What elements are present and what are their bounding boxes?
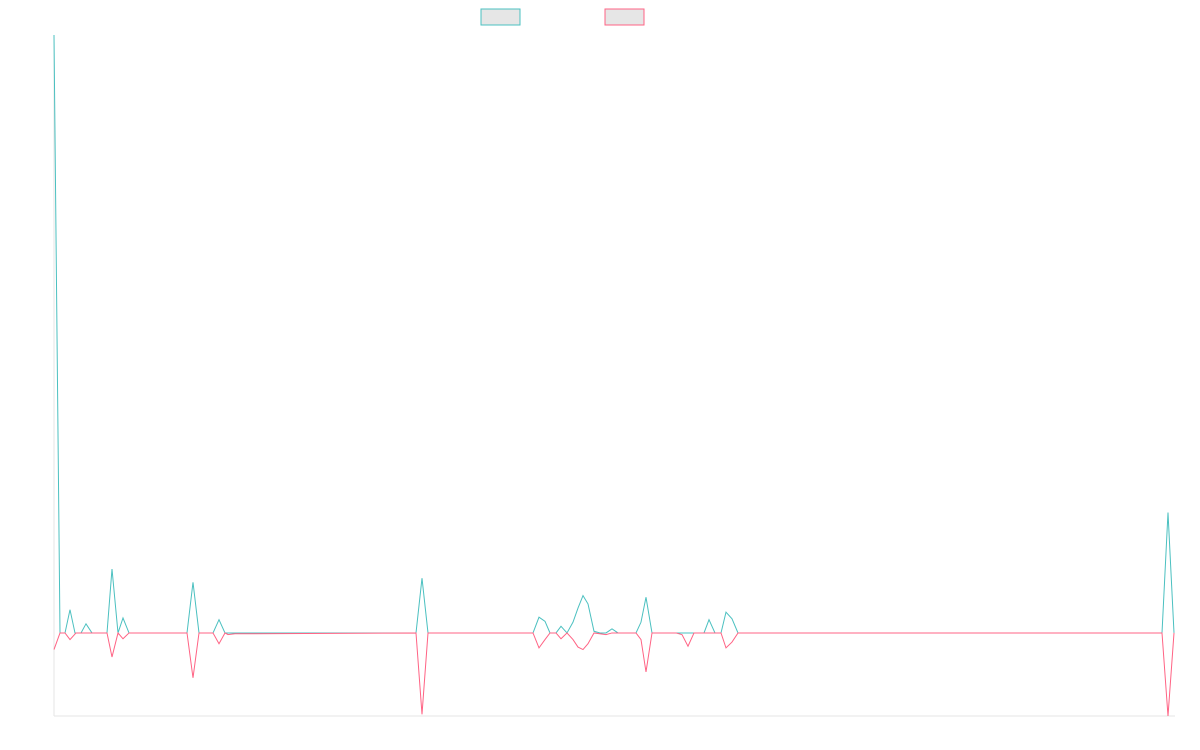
series-line bbox=[53, 34, 1175, 634]
series-line bbox=[53, 631, 1175, 717]
legend-swatch[interactable] bbox=[480, 8, 521, 26]
legend-swatch[interactable] bbox=[604, 8, 645, 26]
